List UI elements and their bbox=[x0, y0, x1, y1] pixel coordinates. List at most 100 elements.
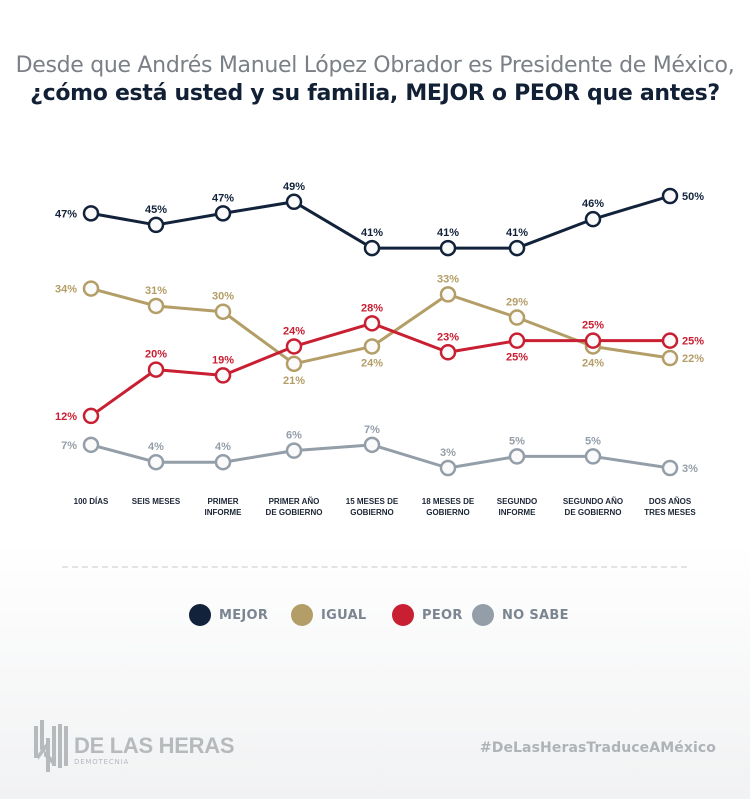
data-label-igual: 24% bbox=[361, 357, 383, 369]
x-tick-label: SEGUNDO INFORME bbox=[497, 497, 537, 517]
x-tick-label: DOS AÑOS TRES MESES bbox=[644, 497, 696, 517]
data-label-igual: 34% bbox=[55, 284, 77, 296]
legend-label-peor: PEOR bbox=[422, 607, 463, 623]
series-no-sabe: 7% 4% 4% 6% 7% 3% 5% 5% 3% bbox=[61, 424, 698, 477]
data-label-mejor: 45% bbox=[145, 204, 167, 216]
x-tick-label: PRIMER AÑO DE GOBIERNO bbox=[266, 497, 323, 517]
data-point-mejor bbox=[508, 239, 526, 257]
series-line-peor bbox=[90, 321, 670, 418]
title-regular: Desde que Andrés Manuel López Obrador es… bbox=[15, 53, 735, 78]
data-point-peor bbox=[214, 367, 232, 384]
data-label-no-sabe: 7% bbox=[61, 440, 77, 452]
legend-label-mejor: MEJOR bbox=[219, 607, 269, 623]
data-point-mejor bbox=[147, 216, 165, 234]
data-point-no-sabe bbox=[661, 459, 679, 477]
data-point-peor bbox=[363, 315, 381, 332]
data-point-no-sabe bbox=[82, 436, 100, 454]
data-label-peor: 25% bbox=[582, 320, 604, 332]
data-label-mejor: 46% bbox=[582, 198, 604, 210]
data-label-igual: 21% bbox=[283, 375, 305, 387]
legend-swatch-no-sabe bbox=[472, 604, 494, 626]
data-label-mejor: 49% bbox=[283, 181, 305, 193]
data-label-no-sabe: 4% bbox=[215, 441, 231, 453]
data-point-igual bbox=[363, 338, 381, 355]
x-tick-label: SEGUNDO AÑO DE GOBIERNO bbox=[563, 497, 623, 517]
legend-swatch-igual bbox=[291, 604, 313, 626]
data-point-peor bbox=[439, 344, 457, 361]
x-tick-label: 100 DÍAS bbox=[74, 497, 109, 506]
data-label-igual: 29% bbox=[506, 297, 528, 309]
legend-swatch-mejor bbox=[189, 604, 211, 626]
data-point-igual bbox=[285, 355, 303, 373]
data-label-peor: 20% bbox=[145, 349, 167, 361]
data-point-no-sabe bbox=[508, 448, 526, 465]
data-point-igual bbox=[147, 297, 165, 315]
data-label-no-sabe: 5% bbox=[585, 435, 601, 447]
data-point-no-sabe bbox=[584, 448, 602, 465]
data-point-peor bbox=[584, 332, 602, 349]
data-point-igual bbox=[214, 303, 232, 320]
data-point-igual bbox=[82, 280, 100, 297]
data-label-mejor: 47% bbox=[55, 208, 77, 220]
legend-item-peor: PEOR bbox=[392, 604, 463, 626]
data-label-mejor: 50% bbox=[682, 191, 704, 203]
series-mejor: 47% 45% 47% 49% 41% 41% 41% 46% 50% bbox=[55, 181, 704, 257]
data-point-peor bbox=[147, 361, 165, 378]
data-label-mejor: 41% bbox=[437, 227, 459, 239]
data-label-no-sabe: 5% bbox=[509, 435, 525, 447]
data-point-peor bbox=[508, 332, 526, 349]
series-igual: 34% 31% 30% 21% 24% 33% 29% 24% 22% bbox=[55, 273, 704, 386]
data-label-mejor: 41% bbox=[506, 227, 528, 239]
x-tick-label: PRIMER INFORME bbox=[205, 497, 243, 517]
legend: MEJOR IGUAL PEOR NO SABE bbox=[0, 604, 750, 628]
data-point-no-sabe bbox=[285, 442, 303, 459]
data-point-mejor bbox=[285, 193, 303, 211]
data-label-igual: 24% bbox=[582, 357, 604, 369]
data-point-igual bbox=[508, 309, 526, 326]
data-label-peor: 28% bbox=[361, 302, 383, 314]
data-point-peor bbox=[82, 407, 100, 425]
data-point-mejor bbox=[214, 205, 232, 222]
chart-title: Desde que Andrés Manuel López Obrador es… bbox=[0, 52, 750, 108]
legend-label-igual: IGUAL bbox=[321, 607, 367, 623]
series-line-no-sabe bbox=[90, 443, 671, 470]
data-point-igual bbox=[661, 349, 679, 367]
data-label-no-sabe: 3% bbox=[440, 447, 456, 459]
series-peor: 12% 20% 19% 24% 28% 23% 25% 25% 25% bbox=[55, 302, 704, 425]
data-label-peor: 24% bbox=[283, 325, 305, 337]
data-point-mejor bbox=[439, 239, 457, 257]
divider bbox=[62, 566, 687, 568]
legend-item-no-sabe: NO SABE bbox=[472, 604, 569, 626]
data-label-peor: 19% bbox=[212, 354, 234, 366]
x-tick-label: 15 MESES DE GOBIERNO bbox=[346, 497, 399, 517]
data-label-peor: 25% bbox=[506, 352, 528, 364]
data-point-no-sabe bbox=[147, 453, 165, 471]
data-point-peor bbox=[661, 332, 679, 349]
data-label-no-sabe: 3% bbox=[682, 463, 698, 475]
logo-subtitle: DEMOTECNIA bbox=[74, 758, 130, 766]
legend-item-igual: IGUAL bbox=[291, 604, 367, 626]
legend-item-mejor: MEJOR bbox=[189, 604, 268, 626]
data-point-mejor bbox=[82, 205, 100, 222]
x-tick-label: 18 MESES DE GOBIERNO bbox=[422, 497, 475, 517]
data-label-peor: 12% bbox=[55, 411, 77, 423]
data-point-mejor bbox=[363, 239, 381, 257]
x-tick-label: SEIS MESES bbox=[132, 497, 181, 506]
data-label-peor: 23% bbox=[437, 331, 459, 343]
data-point-no-sabe bbox=[439, 459, 457, 477]
legend-swatch-peor bbox=[392, 604, 414, 626]
data-label-igual: 31% bbox=[145, 285, 167, 297]
line-chart: 7% 4% 4% 6% 7% 3% 5% 5% 3% 34% 31% 30% 21% 24% 33% 29% 2… bbox=[55, 181, 704, 517]
data-point-peor bbox=[285, 338, 303, 355]
brand-logo: DE LAS HERAS DEMOTECNIA bbox=[34, 716, 235, 772]
data-point-igual bbox=[439, 286, 457, 303]
data-label-no-sabe: 6% bbox=[286, 430, 302, 442]
data-label-igual: 30% bbox=[212, 291, 234, 303]
logo-mark-icon bbox=[34, 720, 68, 772]
data-label-mejor: 41% bbox=[361, 227, 383, 239]
data-point-no-sabe bbox=[214, 453, 232, 471]
logo-name: DE LAS HERAS bbox=[74, 733, 235, 758]
data-label-mejor: 47% bbox=[212, 192, 234, 204]
data-point-no-sabe bbox=[363, 436, 381, 454]
data-point-mejor bbox=[661, 187, 679, 205]
